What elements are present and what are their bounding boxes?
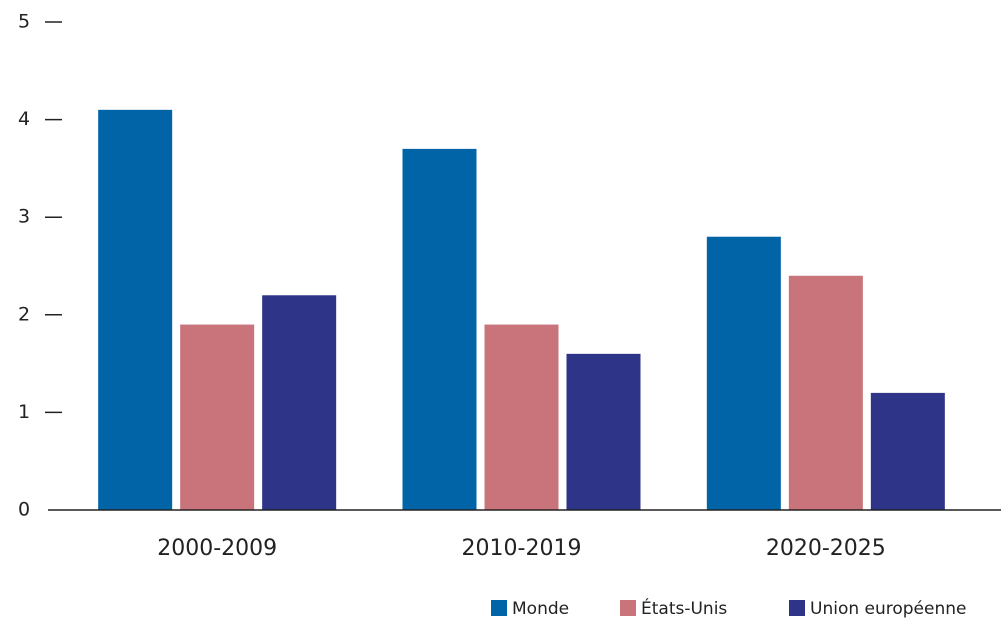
y-tick-label: 2 (18, 303, 30, 325)
bar (262, 295, 337, 510)
bar (706, 236, 781, 510)
legend-swatch (620, 600, 636, 616)
bar (484, 324, 559, 510)
bar (566, 353, 641, 510)
x-tick-label: 2000-2009 (157, 536, 277, 561)
y-tick-label: 4 (18, 108, 30, 130)
y-tick-label: 0 (18, 499, 30, 521)
x-tick-label: 2020-2025 (766, 536, 886, 561)
y-tick-label: 5 (18, 11, 30, 33)
legend-label: Monde (512, 599, 569, 619)
bar (180, 324, 255, 510)
bar (870, 392, 945, 510)
legend-swatch (491, 600, 507, 616)
y-tick-label: 3 (18, 206, 30, 228)
legend-swatch (789, 600, 805, 616)
x-tick-label: 2010-2019 (462, 536, 582, 561)
bar (402, 148, 477, 510)
bar (788, 275, 863, 510)
bar (98, 109, 173, 510)
legend-label: Union européenne (810, 599, 967, 619)
legend-label: États-Unis (641, 597, 727, 619)
y-tick-label: 1 (18, 401, 30, 423)
